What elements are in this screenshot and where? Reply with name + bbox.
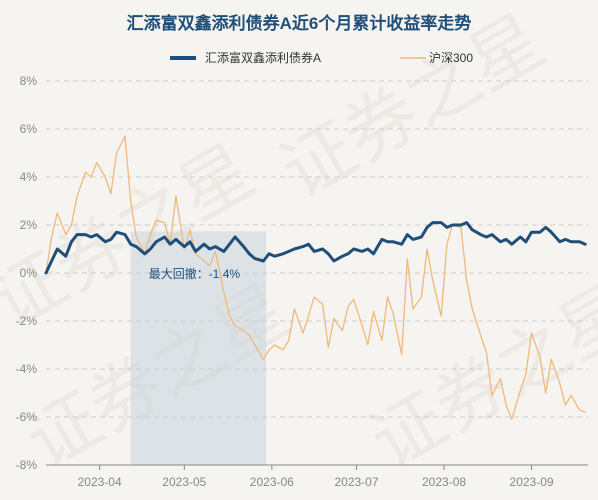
drawdown-label: 最大回撤：-1.4% — [149, 266, 241, 281]
legend: 汇添富双鑫添利债券A 沪深300 — [170, 50, 473, 65]
x-tick-label: 2023-06 — [250, 475, 294, 489]
max-drawdown-annotation: 最大回撤：-1.4% — [130, 231, 267, 465]
y-tick-label: 4% — [20, 170, 38, 184]
drawdown-shade — [130, 231, 267, 465]
chart-title: 汇添富双鑫添利债券A近6个月累计收益率走势 — [127, 13, 472, 33]
y-tick-label: 6% — [20, 122, 38, 136]
y-tick-label: -2% — [16, 314, 38, 328]
x-tick-label: 2023-07 — [334, 475, 378, 489]
legend-label-2: 沪深300 — [429, 51, 473, 65]
y-tick-label: 8% — [20, 74, 38, 88]
y-tick-label: 0% — [20, 266, 38, 280]
series-line-2 — [45, 135, 586, 421]
x-axis: 2023-04 2023-05 2023-06 2023-07 2023-08 2023-… — [46, 464, 588, 489]
y-tick-label: -4% — [16, 362, 38, 376]
x-tick-label: 2023-05 — [162, 475, 206, 489]
x-tick-label: 2023-08 — [422, 475, 466, 489]
watermark-text: 证券之星 — [357, 268, 598, 485]
series-line-1 — [44, 221, 587, 275]
y-tick-label: 2% — [20, 218, 38, 232]
legend-label-1: 汇添富双鑫添利债券A — [205, 50, 321, 65]
y-tick-label: -6% — [16, 410, 38, 424]
x-tick-label: 2023-04 — [78, 475, 122, 489]
x-tick-label: 2023-09 — [510, 475, 554, 489]
series-lines — [44, 135, 587, 421]
y-tick-label: -8% — [16, 458, 38, 472]
